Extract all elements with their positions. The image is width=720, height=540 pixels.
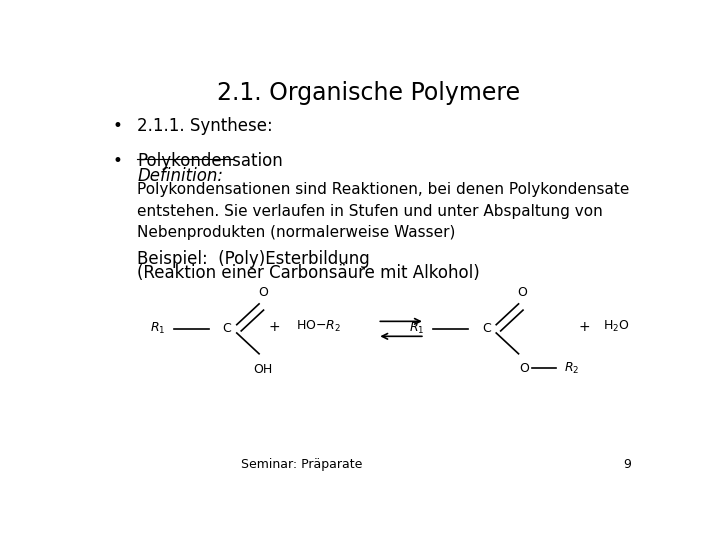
Text: O: O: [518, 286, 527, 299]
Text: 9: 9: [624, 458, 631, 471]
Text: Seminar: Präparate: Seminar: Präparate: [241, 458, 363, 471]
Text: •: •: [112, 152, 122, 170]
Text: Beispiel:  (Poly)Esterbildung: Beispiel: (Poly)Esterbildung: [138, 250, 370, 268]
Text: (Reaktion einer Carbonsäure mit Alkohol): (Reaktion einer Carbonsäure mit Alkohol): [138, 264, 480, 281]
Text: +: +: [578, 320, 590, 334]
Text: +: +: [269, 320, 280, 334]
Text: Polykondensation: Polykondensation: [138, 152, 283, 170]
Text: 2.1.1. Synthese:: 2.1.1. Synthese:: [138, 117, 273, 135]
Text: O: O: [519, 362, 529, 375]
Text: C: C: [482, 322, 490, 335]
Text: OH: OH: [253, 363, 273, 376]
Text: $R_2$: $R_2$: [564, 361, 580, 376]
Text: H$_2$O: H$_2$O: [603, 319, 630, 334]
Text: C: C: [222, 322, 231, 335]
Text: $R_1$: $R_1$: [150, 321, 166, 336]
Text: •: •: [112, 117, 122, 135]
Text: Definition:: Definition:: [138, 167, 223, 185]
Text: 2.1. Organische Polymere: 2.1. Organische Polymere: [217, 82, 521, 105]
Text: HO$-R_2$: HO$-R_2$: [297, 319, 341, 334]
Text: O: O: [258, 286, 268, 299]
Text: Polykondensationen sind Reaktionen, bei denen Polykondensate
entstehen. Sie verl: Polykondensationen sind Reaktionen, bei …: [138, 182, 630, 240]
Text: $R_1$: $R_1$: [410, 321, 425, 336]
